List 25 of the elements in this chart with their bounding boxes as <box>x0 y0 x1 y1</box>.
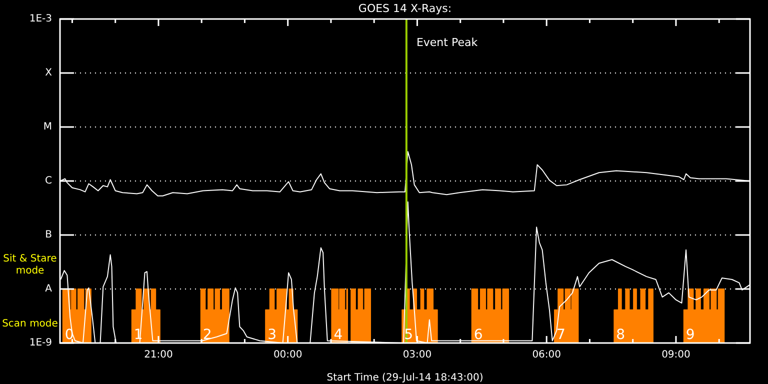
x-axis-title: Start Time (29-Jul-14 18:43:00) <box>326 372 484 384</box>
annotation: 8 <box>616 327 626 343</box>
y-tick-label: 1E-9 <box>29 338 52 349</box>
text: Scan mode <box>2 318 58 330</box>
text: Sit & Stare mode <box>3 254 57 277</box>
y-tick-label: B <box>45 230 52 241</box>
x-tick-label: 06:00 <box>532 350 562 361</box>
annotation: 3 <box>268 327 276 343</box>
y-tick-label: 1E-3 <box>29 14 52 25</box>
y-tick-label: M <box>43 122 52 133</box>
annotation: 4 <box>334 327 343 343</box>
x-tick-label: 03:00 <box>402 350 432 361</box>
x-tick-label: 21:00 <box>144 350 173 361</box>
annotation: 9 <box>686 327 695 343</box>
ref-line-label: Event Peak <box>416 36 478 49</box>
chart-title: GOES 14 X-Rays: <box>358 2 452 15</box>
y-tick-label: C <box>45 176 52 187</box>
x-tick-label: 00:00 <box>273 350 302 361</box>
annotation: 7 <box>556 327 566 343</box>
y-tick-label: A <box>45 284 52 295</box>
annotation: 2 <box>202 327 212 343</box>
annotation: 5 <box>404 327 414 343</box>
x-tick-label: 09:00 <box>662 350 690 361</box>
annotation: 6 <box>474 327 483 343</box>
y-tick-label: X <box>45 68 52 79</box>
